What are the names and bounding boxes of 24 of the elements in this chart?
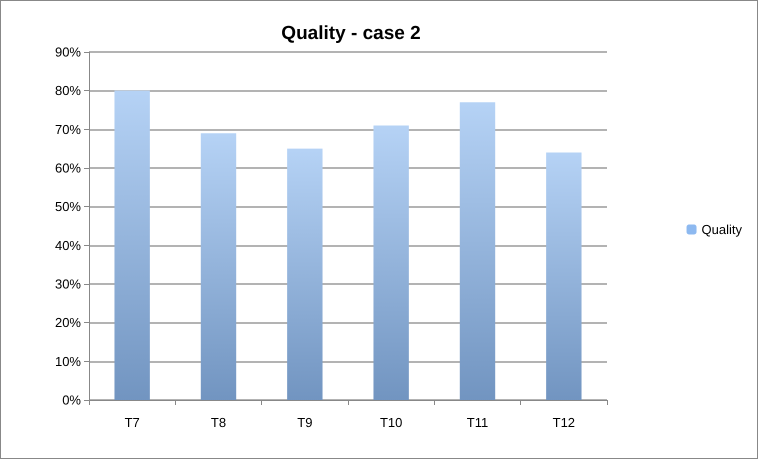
x-tick-label: T12 <box>552 415 576 430</box>
y-tick-label: 70% <box>54 122 82 137</box>
bar <box>200 133 236 400</box>
bar <box>460 102 496 400</box>
bar <box>546 152 582 400</box>
y-tick-label: 0% <box>62 392 82 408</box>
y-tick-label: 80% <box>54 83 82 98</box>
y-tick-label: 60% <box>54 160 82 176</box>
chart-title: Quality - case 2 <box>281 23 421 44</box>
y-tick-label: 90% <box>54 44 82 60</box>
bar <box>287 148 323 400</box>
y-tick-label: 10% <box>54 354 82 369</box>
bar <box>114 90 150 400</box>
y-tick-label: 20% <box>54 315 82 330</box>
x-tick-label: T7 <box>124 415 140 430</box>
bar <box>373 125 409 400</box>
x-tick-label: T10 <box>380 415 402 430</box>
y-tick-label: 50% <box>54 199 82 214</box>
x-tick-label: T8 <box>210 415 226 430</box>
x-tick-label: T9 <box>297 415 312 430</box>
x-tick-label: T11 <box>466 415 488 430</box>
legend-label: Quality <box>702 222 742 237</box>
y-tick-label: 30% <box>54 276 82 292</box>
y-tick-label: 40% <box>54 238 82 253</box>
